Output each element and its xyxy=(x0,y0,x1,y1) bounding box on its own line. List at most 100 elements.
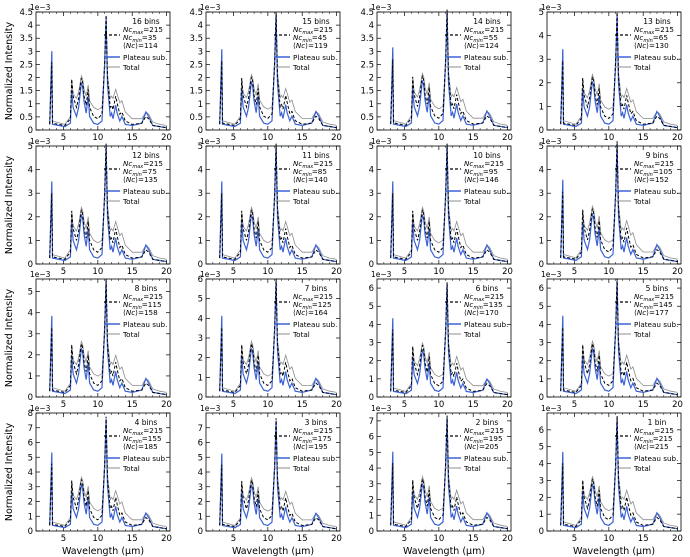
legend-title: 4 bins xyxy=(135,418,158,427)
x-tick-label: 15 xyxy=(468,400,479,410)
legend-total-label: Total xyxy=(463,63,481,72)
y-tick-label: 4.5 xyxy=(360,8,374,18)
legend-nc-max: Ncmax=215 xyxy=(464,25,504,36)
y-tick-label: 4 xyxy=(28,309,33,319)
y-tick-label: 0 xyxy=(369,527,374,537)
y-tick-label: 1 xyxy=(198,236,203,246)
x-tick-label: 10 xyxy=(92,400,103,410)
legend-plateau-label: Plateau sub. xyxy=(464,320,508,329)
x-tick-label: 20 xyxy=(502,534,513,544)
legend-nc-mean: ⟨Nc⟩=146 xyxy=(464,175,499,184)
legend-nc-min: Ncmin=135 xyxy=(464,300,503,311)
y-exponent-label: 1e−3 xyxy=(200,3,221,12)
y-tick-label: 3 xyxy=(369,47,374,57)
y-tick-label: 0 xyxy=(539,527,544,537)
y-tick-label: 2 xyxy=(28,351,33,361)
y-tick-label: 2.5 xyxy=(19,60,33,70)
y-tick-label: 3.5 xyxy=(189,34,203,44)
x-tick-label: 5 xyxy=(231,133,236,143)
y-tick-label: 1 xyxy=(539,236,544,246)
y-tick-label: 5 xyxy=(539,443,544,453)
y-tick-label: 4 xyxy=(198,314,203,324)
y-tick-label: 5 xyxy=(369,302,374,312)
nc-dashed-line xyxy=(390,415,508,530)
x-tick-label: 20 xyxy=(161,400,172,410)
y-tick-label: 1 xyxy=(539,510,544,520)
legend-title: 6 bins xyxy=(476,284,499,293)
y-tick-label: 7 xyxy=(369,417,374,427)
y-axis-label: Normalized Intensity xyxy=(4,22,15,121)
legend-title: 9 bins xyxy=(646,151,669,160)
y-tick-label: 0 xyxy=(198,393,203,403)
y-tick-label: 1 xyxy=(539,102,544,112)
y-tick-label: 0 xyxy=(539,393,544,403)
legend-plateau-label: Plateau sub. xyxy=(464,187,508,196)
y-exponent-label: 1e−3 xyxy=(30,404,51,413)
y-tick-label: 3 xyxy=(198,189,203,199)
x-tick-label: 5 xyxy=(231,534,236,544)
legend-title: 16 bins xyxy=(132,17,160,26)
y-tick-label: 0 xyxy=(369,393,374,403)
x-tick-label: 5 xyxy=(572,534,577,544)
legend-title: 13 bins xyxy=(643,17,671,26)
x-tick-label: 20 xyxy=(331,267,342,277)
x-tick-label: 10 xyxy=(433,400,444,410)
y-tick-label: 4 xyxy=(539,320,544,330)
y-tick-label: 3 xyxy=(28,330,33,340)
y-tick-label: 7 xyxy=(28,424,33,434)
x-tick-label: 15 xyxy=(127,133,138,143)
y-tick-label: 6 xyxy=(369,433,374,443)
legend-nc-max: Ncmax=215 xyxy=(293,292,333,303)
x-tick-label: 15 xyxy=(638,534,649,544)
y-tick-label: 4 xyxy=(539,166,544,176)
x-tick-label: 15 xyxy=(297,133,308,143)
y-tick-label: 4 xyxy=(539,460,544,470)
x-tick-label: 10 xyxy=(433,267,444,277)
legend-plateau-label: Plateau sub. xyxy=(634,53,678,62)
y-tick-label: 2.5 xyxy=(189,60,203,70)
y-tick-label: 6 xyxy=(539,426,544,436)
legend-title: 15 bins xyxy=(302,17,330,26)
y-tick-label: 1.5 xyxy=(360,87,374,97)
legend-nc-max: Ncmax=215 xyxy=(464,159,504,170)
y-tick-label: 0 xyxy=(539,126,544,136)
legend-plateau-label: Plateau sub. xyxy=(634,320,678,329)
x-axis-label: Wavelength (μm) xyxy=(573,546,655,557)
y-tick-label: 5 xyxy=(539,8,544,18)
y-tick-label: 2 xyxy=(198,498,203,508)
y-tick-label: 0 xyxy=(28,527,33,537)
y-tick-label: 0 xyxy=(198,126,203,136)
legend-nc-mean: ⟨Nc⟩=119 xyxy=(293,41,328,50)
nc-dashed-line xyxy=(219,143,337,263)
x-tick-label: 15 xyxy=(468,267,479,277)
legend-total-label: Total xyxy=(633,63,651,72)
x-tick-label: 10 xyxy=(603,400,614,410)
y-tick-label: 3 xyxy=(198,334,203,344)
y-tick-label: 1 xyxy=(539,375,544,385)
panel-13: 5 10 15 20 0 1 2 3 4 5 6 7 81e−3 4 binsNcmax=215Ncmin… xyxy=(4,404,172,557)
y-exponent-label: 1e−3 xyxy=(541,3,562,12)
y-tick-label: 4 xyxy=(198,21,203,31)
y-exponent-label: 1e−3 xyxy=(200,404,221,413)
y-exponent-label: 1e−3 xyxy=(541,404,562,413)
x-tick-label: 15 xyxy=(297,534,308,544)
x-tick-label: 20 xyxy=(161,267,172,277)
panel-9: 5 10 15 20 0 1 2 3 4 5 1e−3 8 binsNcmax=215Ncmin=11… xyxy=(4,270,172,410)
y-exponent-label: 1e−3 xyxy=(200,270,221,279)
x-tick-label: 20 xyxy=(672,400,683,410)
y-tick-label: 0 xyxy=(198,260,203,270)
y-tick-label: 6 xyxy=(198,275,203,285)
panel-14: 5 10 15 20 0 1 2 3 4 5 6 7 1e−3 3 binsNcmax=215Ncmin=… xyxy=(198,404,342,557)
x-tick-label: 5 xyxy=(572,267,577,277)
panel-11: 5 10 15 20 0 1 2 3 4 5 6 1e−3 6 binsNcmax=215Ncmin=1… xyxy=(369,270,513,410)
y-tick-label: 2 xyxy=(28,74,33,84)
y-tick-label: 3 xyxy=(198,47,203,57)
legend-total-label: Total xyxy=(463,330,481,339)
